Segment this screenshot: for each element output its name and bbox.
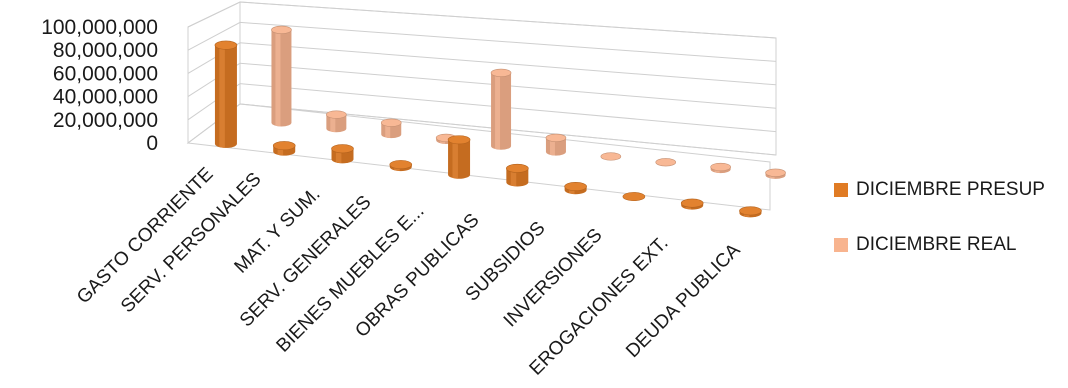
y-tick-label: 40,000,000 — [53, 86, 158, 109]
bar-presup — [389, 160, 413, 172]
bar-presup — [506, 163, 529, 187]
legend: DICIEMBRE PRESUP DICIEMBRE REAL — [834, 170, 1045, 280]
bar-real — [326, 110, 347, 133]
legend-item-real: DICIEMBRE REAL — [834, 225, 1045, 265]
y-tick-label: 60,000,000 — [53, 62, 158, 85]
legend-item-presup: DICIEMBRE PRESUP — [834, 170, 1045, 210]
bar-real — [765, 168, 786, 179]
y-axis-ticks: 100,000,00080,000,00060,000,00040,000,00… — [41, 16, 158, 155]
category-label: EROGACIONES EXT. — [526, 233, 673, 380]
y-tick-label: 100,000,000 — [41, 16, 158, 39]
legend-swatch-presup — [834, 183, 848, 197]
bars — [214, 25, 786, 218]
bar-presup — [564, 182, 587, 195]
bar-real — [600, 152, 622, 161]
bar-presup — [680, 198, 704, 210]
bar-real — [655, 158, 677, 167]
bar-real — [710, 162, 731, 174]
bar-presup — [214, 40, 238, 148]
bar-presup — [622, 192, 646, 202]
bar-real — [380, 118, 402, 139]
bar-presup — [272, 141, 296, 156]
legend-label-real: DICIEMBRE REAL — [856, 234, 1017, 255]
y-tick-label: 80,000,000 — [53, 39, 158, 62]
legend-label-presup: DICIEMBRE PRESUP — [856, 179, 1045, 200]
y-tick-label: 20,000,000 — [53, 109, 158, 132]
bar-presup — [331, 144, 354, 164]
y-tick-label: 0 — [146, 132, 158, 155]
bar-real — [271, 25, 292, 127]
bar-real — [490, 68, 512, 150]
bar-presup — [739, 206, 762, 218]
gridlines — [187, 1, 777, 156]
category-label: OBRAS PUBLICAS — [351, 210, 483, 342]
bar-presup — [447, 135, 471, 179]
bar-real — [545, 133, 567, 156]
legend-swatch-real — [834, 238, 848, 252]
